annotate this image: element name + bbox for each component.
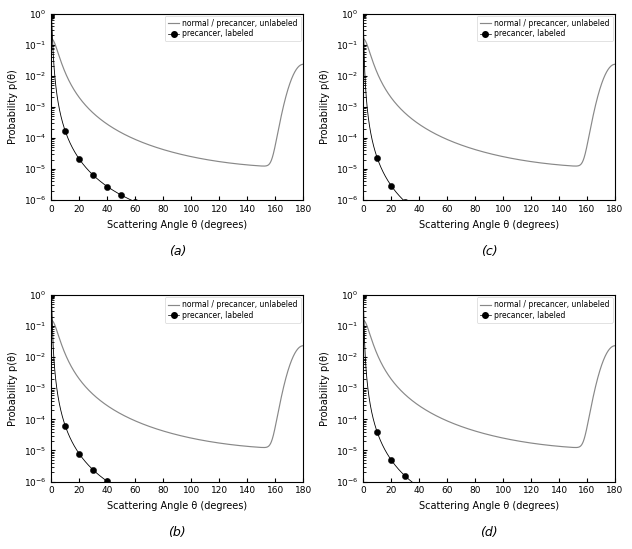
Y-axis label: Probability p(θ): Probability p(θ) — [320, 69, 330, 144]
Text: (d): (d) — [480, 526, 498, 539]
Legend: normal / precancer, unlabeled, precancer, labeled: normal / precancer, unlabeled, precancer… — [165, 297, 301, 323]
X-axis label: Scattering Angle θ (degrees): Scattering Angle θ (degrees) — [419, 501, 559, 511]
Text: (b): (b) — [169, 526, 186, 539]
Legend: normal / precancer, unlabeled, precancer, labeled: normal / precancer, unlabeled, precancer… — [477, 16, 613, 42]
Y-axis label: Probability p(θ): Probability p(θ) — [320, 351, 330, 425]
Y-axis label: Probability p(θ): Probability p(θ) — [8, 69, 18, 144]
X-axis label: Scattering Angle θ (degrees): Scattering Angle θ (degrees) — [107, 220, 247, 229]
Legend: normal / precancer, unlabeled, precancer, labeled: normal / precancer, unlabeled, precancer… — [477, 297, 613, 323]
Text: (a): (a) — [169, 245, 186, 258]
Y-axis label: Probability p(θ): Probability p(θ) — [8, 351, 18, 425]
X-axis label: Scattering Angle θ (degrees): Scattering Angle θ (degrees) — [107, 501, 247, 511]
X-axis label: Scattering Angle θ (degrees): Scattering Angle θ (degrees) — [419, 220, 559, 229]
Legend: normal / precancer, unlabeled, precancer, labeled: normal / precancer, unlabeled, precancer… — [165, 16, 301, 42]
Text: (c): (c) — [481, 245, 497, 258]
